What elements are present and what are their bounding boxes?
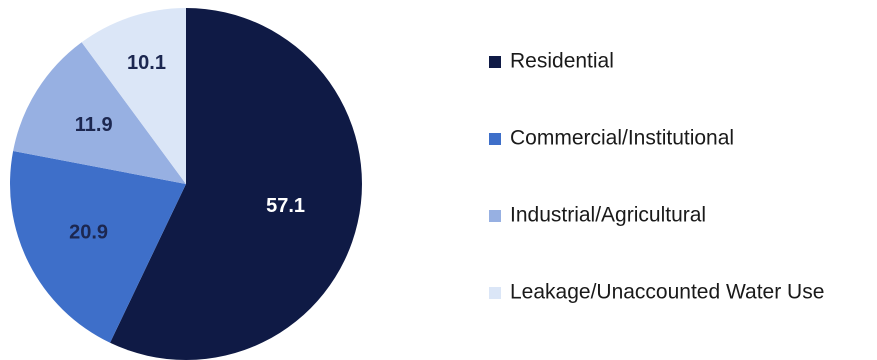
legend-label: Commercial/Institutional (510, 127, 734, 150)
legend-item: Commercial/Institutional (489, 127, 734, 150)
legend-swatch (489, 133, 501, 145)
legend-label: Leakage/Unaccounted Water Use (510, 281, 824, 304)
legend-item: Leakage/Unaccounted Water Use (489, 281, 824, 304)
pie-slice-residential (110, 8, 362, 360)
pie-slice-commercial-institutional (10, 151, 186, 343)
legend-swatch (489, 210, 501, 222)
legend-item: Residential (489, 50, 614, 73)
pie-data-label: 10.1 (127, 52, 166, 74)
pie-data-label: 20.9 (69, 221, 108, 243)
legend-swatch (489, 56, 501, 68)
pie-slices (10, 8, 362, 360)
pie-slice-industrial-agricultural (13, 42, 187, 184)
legend-label: Industrial/Agricultural (510, 204, 706, 227)
legend: Residential Commercial/Institutional Indus… (489, 50, 824, 304)
legend-label: Residential (510, 50, 614, 73)
legend-swatch (489, 287, 501, 299)
pie-slice-labels: 57.1 20.9 11.9 10.1 (69, 52, 305, 244)
pie-data-label: 57.1 (266, 195, 305, 217)
legend-item: Industrial/Agricultural (489, 204, 706, 227)
pie-data-label: 11.9 (75, 114, 113, 136)
pie-slice-leakage-unaccounted-water-use (81, 8, 186, 184)
